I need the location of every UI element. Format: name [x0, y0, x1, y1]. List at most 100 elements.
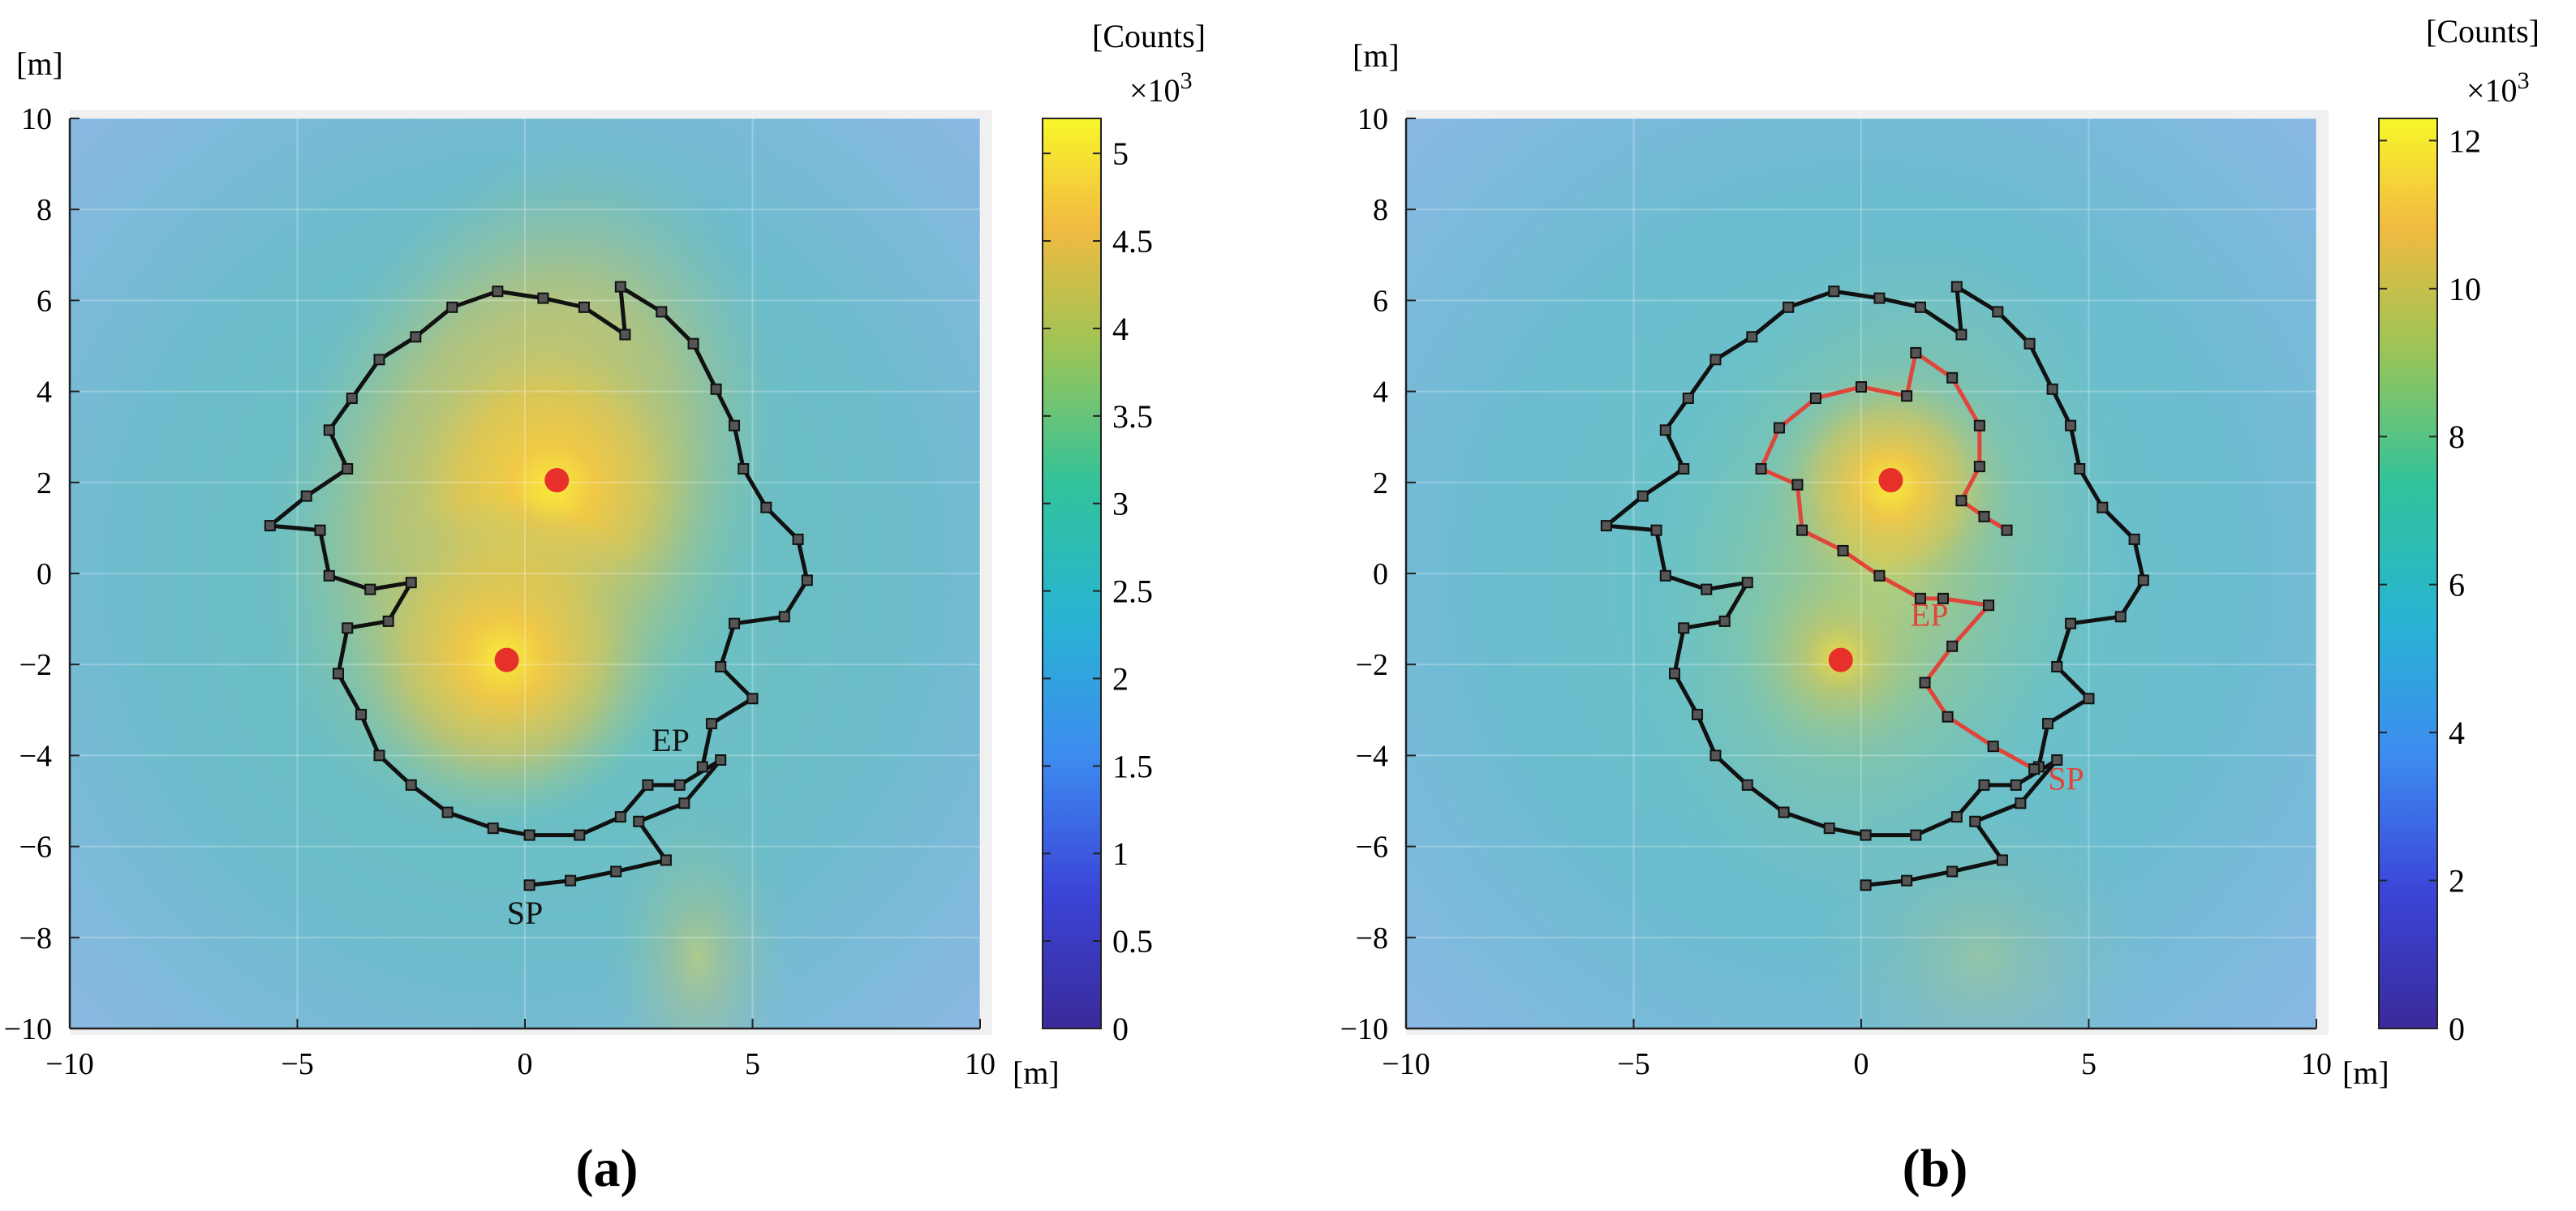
waypoint-marker: [2028, 763, 2041, 775]
y-tick-label: −8: [19, 921, 52, 955]
waypoint-marker: [1973, 419, 1985, 432]
waypoint-marker: [1701, 583, 1713, 595]
path-label-ep: EP: [1911, 597, 1949, 633]
heatmap: [1406, 118, 2316, 1028]
waypoint-marker: [614, 811, 626, 823]
waypoint-marker: [264, 520, 276, 532]
waypoint-marker: [578, 301, 590, 313]
waypoint-marker: [706, 718, 718, 730]
waypoint-marker: [2023, 337, 2036, 350]
sources: [494, 467, 570, 672]
waypoint-marker: [1682, 393, 1694, 405]
waypoint-marker: [1796, 524, 1808, 536]
colorbar-ticks: 0 0.5 1 1.5 2 2.5 3 3.5 4 4.5 5: [1043, 135, 1153, 1047]
axes: −10 −5 0 5 10 10 8 6 4 2 0 −2 −4 −6 −8 −10: [4, 102, 996, 1081]
waypoint-marker: [300, 490, 312, 502]
y-tick-label: 4: [37, 376, 52, 410]
source-marker: [1878, 467, 1903, 492]
caption: (b): [1903, 1139, 1968, 1198]
waypoint-marker: [1709, 749, 1722, 762]
waypoint-marker: [792, 533, 804, 545]
waypoint-marker: [565, 874, 577, 887]
waypoint-marker: [1659, 569, 1671, 582]
waypoint-marker: [696, 761, 708, 773]
waypoint-marker: [673, 779, 686, 791]
path-label-sp: SP: [2048, 760, 2084, 797]
y-tick-label: 2: [1373, 466, 1388, 500]
x-tick-label: 10: [2301, 1047, 2332, 1081]
waypoint-marker: [410, 331, 422, 343]
y-tick-label: −4: [1356, 739, 1388, 773]
waypoint-marker: [355, 708, 368, 720]
waypoint-marker: [364, 583, 376, 595]
y-tick-label: −6: [1356, 831, 1388, 865]
waypoint-marker: [738, 462, 750, 475]
waypoint-marker: [1873, 292, 1886, 304]
waypoint-marker: [1937, 592, 1949, 604]
waypoint-marker: [342, 622, 354, 634]
colorbar-tick-label: 5: [1112, 135, 1129, 172]
waypoint-marker: [1914, 301, 1926, 313]
waypoint-marker: [1983, 599, 1995, 612]
x-tick-label: −5: [281, 1047, 313, 1081]
source-marker: [494, 647, 519, 672]
colorbar-tick-label: 2.5: [1112, 573, 1153, 610]
waypoint-marker: [1709, 354, 1722, 366]
waypoint-marker: [323, 569, 335, 582]
waypoint-marker: [1650, 524, 1662, 536]
x-tick-label: 5: [2081, 1047, 2096, 1081]
colorbar-exponent: ×103: [1129, 67, 1193, 109]
waypoint-marker: [346, 393, 358, 405]
heatmap: [70, 118, 980, 1028]
annotations: EP SP: [507, 722, 690, 931]
waypoint-marker: [1992, 306, 2004, 318]
y-tick-label: 10: [21, 102, 52, 136]
waypoint-marker: [656, 306, 668, 318]
colorbar: [2378, 118, 2438, 1029]
waypoint-marker: [746, 693, 759, 705]
colorbar-tick-label: 3: [1112, 486, 1129, 522]
waypoint-marker: [1973, 461, 1985, 473]
waypoint-marker: [2114, 611, 2127, 623]
waypoint-marker: [382, 615, 394, 627]
waypoint-marker: [619, 329, 631, 341]
waypoint-marker: [1600, 520, 1612, 532]
waypoint-marker: [1678, 462, 1690, 475]
waypoint-marker: [446, 301, 458, 313]
waypoint-marker: [405, 577, 417, 589]
y-tick-label: 10: [1357, 102, 1388, 136]
waypoint-marker: [760, 501, 772, 513]
waypoint-marker: [1978, 510, 1990, 522]
trajectory: [264, 281, 813, 891]
waypoint-marker: [2015, 797, 2027, 809]
waypoint-marker: [1955, 495, 1967, 507]
grid: [1405, 118, 2317, 1029]
waypoint-marker: [778, 611, 790, 623]
waypoint-marker: [642, 779, 654, 791]
waypoint-marker: [1919, 676, 1931, 689]
waypoint-marker: [2065, 419, 2077, 432]
waypoint-marker: [1996, 854, 2008, 866]
waypoint-marker: [2010, 779, 2022, 791]
annotations: EP SP: [1911, 597, 2084, 797]
y-tick-label: 0: [37, 557, 52, 591]
y-tick-label: 8: [1373, 193, 1388, 227]
x-unit-label: [m]: [2342, 1054, 2389, 1091]
waypoint-marker: [1828, 286, 1840, 298]
waypoint-marker: [715, 661, 727, 673]
waypoint-marker: [1741, 577, 1753, 589]
y-tick-label: 6: [1373, 284, 1388, 318]
colorbar: [1042, 118, 1102, 1029]
waypoint-marker: [2083, 693, 2095, 705]
waypoint-marker: [1778, 806, 1790, 818]
waypoint-marker: [537, 292, 549, 304]
colorbar-tick-label: 1: [1112, 835, 1129, 872]
waypoint-marker: [678, 797, 690, 809]
waypoint-marker: [1955, 329, 1967, 341]
waypoint-marker: [523, 829, 535, 841]
waypoint-marker: [1774, 422, 1786, 434]
waypoint-marker: [1901, 874, 1913, 887]
y-tick-label: −2: [1356, 648, 1388, 682]
waypoint-marker: [2051, 661, 2063, 673]
